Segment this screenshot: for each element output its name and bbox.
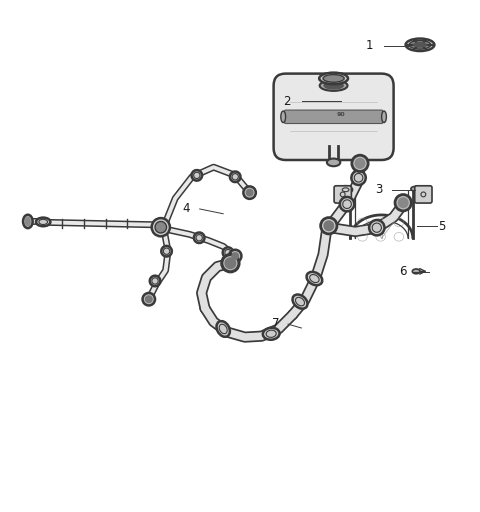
- Ellipse shape: [243, 186, 256, 199]
- Ellipse shape: [216, 321, 230, 337]
- Ellipse shape: [323, 75, 344, 82]
- Ellipse shape: [246, 189, 253, 196]
- Ellipse shape: [25, 217, 30, 226]
- Ellipse shape: [223, 247, 233, 258]
- Text: 2: 2: [283, 95, 291, 108]
- Ellipse shape: [398, 198, 408, 207]
- Ellipse shape: [281, 111, 286, 122]
- Text: 6: 6: [399, 265, 407, 279]
- Ellipse shape: [321, 218, 337, 234]
- Text: 5: 5: [438, 220, 445, 233]
- Text: 90: 90: [336, 112, 345, 117]
- Ellipse shape: [145, 296, 152, 303]
- FancyBboxPatch shape: [415, 186, 432, 203]
- Ellipse shape: [406, 38, 434, 51]
- Ellipse shape: [155, 221, 167, 233]
- Ellipse shape: [395, 195, 411, 211]
- Ellipse shape: [369, 220, 384, 236]
- Ellipse shape: [355, 159, 365, 168]
- Ellipse shape: [327, 159, 340, 166]
- Ellipse shape: [409, 40, 431, 49]
- Ellipse shape: [352, 155, 368, 172]
- Ellipse shape: [382, 111, 386, 122]
- Ellipse shape: [324, 221, 334, 230]
- Ellipse shape: [263, 328, 279, 340]
- Ellipse shape: [320, 80, 348, 91]
- Ellipse shape: [222, 254, 239, 272]
- Ellipse shape: [150, 275, 160, 286]
- Ellipse shape: [152, 218, 170, 237]
- Ellipse shape: [292, 294, 308, 309]
- Ellipse shape: [339, 186, 352, 194]
- Ellipse shape: [411, 186, 420, 191]
- Text: 4: 4: [182, 202, 190, 215]
- Ellipse shape: [230, 172, 240, 182]
- Ellipse shape: [232, 252, 239, 260]
- Ellipse shape: [161, 246, 172, 257]
- Ellipse shape: [340, 197, 354, 211]
- Ellipse shape: [194, 232, 204, 243]
- FancyBboxPatch shape: [285, 110, 383, 123]
- Ellipse shape: [324, 82, 343, 89]
- Ellipse shape: [307, 272, 322, 285]
- Text: 7: 7: [272, 317, 280, 330]
- Ellipse shape: [143, 293, 155, 306]
- Ellipse shape: [192, 170, 202, 181]
- FancyBboxPatch shape: [334, 186, 351, 203]
- Ellipse shape: [351, 170, 366, 185]
- Ellipse shape: [225, 258, 236, 268]
- Text: 1: 1: [366, 39, 373, 52]
- Ellipse shape: [36, 218, 50, 226]
- Ellipse shape: [319, 73, 348, 84]
- Ellipse shape: [413, 42, 427, 47]
- FancyBboxPatch shape: [274, 74, 394, 160]
- Text: 3: 3: [375, 183, 383, 196]
- Ellipse shape: [23, 215, 33, 228]
- Ellipse shape: [412, 269, 420, 274]
- Ellipse shape: [229, 250, 241, 262]
